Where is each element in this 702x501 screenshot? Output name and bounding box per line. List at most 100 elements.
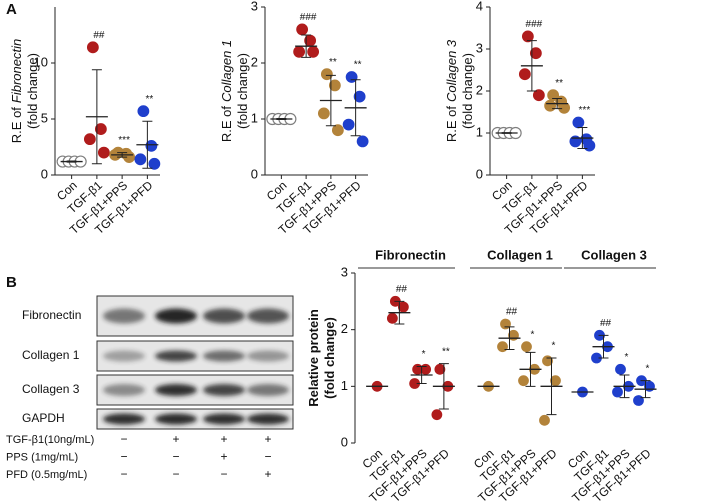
error-bar bbox=[301, 34, 312, 58]
treatment-sign: + bbox=[172, 432, 179, 446]
error-bar bbox=[640, 380, 651, 399]
error-bar bbox=[552, 98, 563, 110]
blot-band bbox=[247, 350, 289, 362]
y-tick-label: 3 bbox=[476, 40, 483, 55]
significance-label: * bbox=[531, 329, 535, 340]
data-point bbox=[386, 312, 398, 324]
error-bar bbox=[598, 334, 609, 359]
y-axis-label-part: Collagen 1 bbox=[219, 40, 234, 102]
data-point bbox=[134, 153, 147, 166]
y-tick-label: 0 bbox=[341, 434, 348, 449]
blot-row-label: Collagen 1 bbox=[22, 348, 80, 362]
blot-band bbox=[103, 384, 145, 396]
error-bar bbox=[66, 160, 77, 163]
error-bar bbox=[416, 366, 427, 384]
subplot-title: Fibronectin bbox=[375, 247, 446, 262]
y-axis-label: (fold change) bbox=[322, 317, 337, 399]
y-tick-label: 5 bbox=[41, 110, 48, 125]
treatment-sign: + bbox=[264, 467, 271, 481]
y-tick-label: 2 bbox=[341, 321, 348, 336]
data-point bbox=[518, 375, 529, 387]
data-point bbox=[518, 68, 531, 81]
error-bar bbox=[504, 326, 515, 350]
data-point bbox=[94, 123, 107, 135]
error-bar bbox=[577, 127, 588, 150]
significance-label: ## bbox=[396, 284, 408, 295]
data-point bbox=[572, 116, 585, 129]
blot-band bbox=[203, 384, 245, 396]
data-point bbox=[307, 45, 320, 58]
blot-band bbox=[155, 308, 197, 324]
panel-label: A bbox=[6, 1, 17, 18]
blot-band bbox=[155, 384, 197, 396]
y-tick-label: 10 bbox=[34, 54, 48, 69]
treatment-label: PPS (1mg/mL) bbox=[6, 451, 78, 463]
significance-label: ** bbox=[329, 57, 337, 68]
error-bar bbox=[276, 117, 287, 121]
data-point bbox=[521, 30, 534, 43]
blot-band bbox=[203, 413, 245, 425]
significance-label: *** bbox=[579, 105, 591, 116]
treatment-sign: − bbox=[120, 467, 127, 481]
treatment-label: PFD (0.5mg/mL) bbox=[6, 469, 87, 481]
data-point bbox=[83, 133, 96, 146]
blot-row-label: Collagen 3 bbox=[22, 382, 80, 396]
y-tick-label: 0 bbox=[251, 166, 258, 181]
data-point bbox=[342, 118, 355, 131]
data-point bbox=[497, 341, 508, 353]
data-point bbox=[296, 23, 309, 36]
y-tick-label: 1 bbox=[341, 378, 348, 393]
significance-label: ### bbox=[526, 19, 543, 30]
blot-band bbox=[155, 350, 197, 362]
y-axis-label-part: Relative protein bbox=[306, 309, 321, 407]
significance-label: ** bbox=[354, 60, 362, 71]
significance-label: * bbox=[552, 341, 556, 352]
error-bar bbox=[501, 132, 512, 134]
blot-band bbox=[103, 308, 145, 324]
y-tick-label: 2 bbox=[251, 54, 258, 69]
data-point bbox=[550, 375, 561, 387]
blot-band bbox=[247, 413, 289, 425]
blot-band bbox=[203, 350, 245, 362]
significance-label: ** bbox=[442, 346, 450, 357]
significance-label: * bbox=[646, 363, 650, 374]
data-point bbox=[521, 341, 532, 353]
y-axis-label-part: (fold change) bbox=[460, 53, 475, 129]
blot-row-label: Fibronectin bbox=[22, 308, 81, 322]
blot-band bbox=[103, 350, 145, 362]
data-point bbox=[145, 139, 158, 152]
data-point bbox=[97, 146, 110, 159]
data-point bbox=[148, 157, 161, 170]
blot-band bbox=[203, 308, 245, 324]
treatment-sign: + bbox=[220, 450, 227, 464]
error-bar bbox=[117, 152, 128, 158]
y-axis-label-part: R.E of bbox=[444, 106, 459, 143]
data-point bbox=[431, 409, 443, 421]
blot-band bbox=[103, 413, 145, 425]
significance-label: *** bbox=[118, 135, 130, 146]
subplot-title: Collagen 1 bbox=[487, 247, 553, 262]
error-bar bbox=[394, 300, 405, 325]
subplot-title: Collagen 3 bbox=[581, 247, 647, 262]
y-tick-label: 3 bbox=[251, 0, 258, 13]
significance-label: ** bbox=[555, 78, 563, 89]
y-axis-label: (fold change) bbox=[25, 53, 40, 129]
y-axis-label: (fold change) bbox=[235, 53, 250, 129]
data-point bbox=[397, 301, 409, 313]
treatment-sign: − bbox=[172, 450, 179, 464]
data-point bbox=[434, 363, 446, 375]
error-bar bbox=[142, 120, 153, 169]
error-bar bbox=[546, 357, 557, 416]
significance-label: ## bbox=[600, 318, 612, 329]
y-tick-label: 3 bbox=[341, 264, 348, 279]
treatment-sign: − bbox=[172, 467, 179, 481]
data-point bbox=[293, 45, 306, 58]
treatment-sign: + bbox=[220, 432, 227, 446]
significance-label: ## bbox=[93, 30, 105, 41]
data-point bbox=[633, 395, 644, 406]
data-point bbox=[544, 99, 557, 112]
error-bar bbox=[91, 69, 102, 165]
significance-label: ** bbox=[145, 94, 153, 105]
y-axis-label: R.E of Fibronectin bbox=[9, 39, 24, 143]
